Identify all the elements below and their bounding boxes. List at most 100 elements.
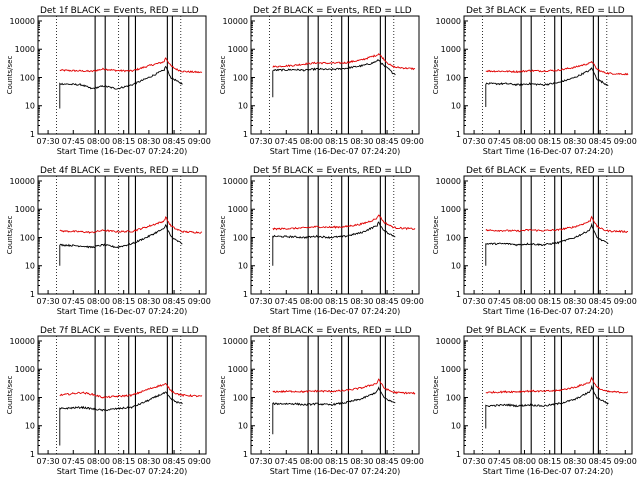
y-tick-label: 10000 bbox=[223, 337, 248, 346]
detector-panel-2: Det 2f BLACK = Events, RED = LLD 1 10 100 10… bbox=[219, 6, 424, 156]
y-axis-label: Counts/sec bbox=[432, 216, 440, 255]
chart-title: Det 7f BLACK = Events, RED = LLD bbox=[40, 326, 199, 336]
chart-title: Det 8f BLACK = Events, RED = LLD bbox=[253, 326, 412, 336]
y-tick-label: 1000 bbox=[228, 205, 248, 214]
y-tick-label: 10 bbox=[238, 102, 248, 111]
x-tick-label: 07:45 bbox=[275, 457, 298, 466]
x-tick-label: 07:45 bbox=[488, 137, 511, 146]
y-tick-label: 100 bbox=[20, 233, 35, 242]
x-tick-label: 09:00 bbox=[401, 137, 424, 146]
series-line-red-lld bbox=[485, 215, 628, 234]
x-tick-label: 08:15 bbox=[112, 297, 135, 306]
x-tick-label: 07:45 bbox=[488, 457, 511, 466]
detector-panel-1: Det 1f BLACK = Events, RED = LLD 1 10 100 10… bbox=[6, 6, 211, 156]
chart-title: Det 9f BLACK = Events, RED = LLD bbox=[466, 326, 625, 336]
x-tick-label: 08:00 bbox=[300, 137, 323, 146]
x-tick-label: 08:00 bbox=[87, 297, 110, 306]
x-tick-label: 08:45 bbox=[589, 297, 612, 306]
x-tick-label: 08:30 bbox=[137, 137, 160, 146]
series-line-black-events bbox=[59, 391, 183, 446]
x-tick-label: 07:30 bbox=[37, 457, 60, 466]
series-line-red-lld bbox=[59, 216, 203, 234]
x-tick-label: 08:30 bbox=[350, 457, 373, 466]
x-tick-label: 08:30 bbox=[137, 297, 160, 306]
x-axis-label: Start Time (16-Dec-07 07:24:20) bbox=[57, 307, 188, 316]
y-tick-label: 100 bbox=[446, 73, 461, 82]
x-tick-label: 09:00 bbox=[614, 457, 637, 466]
y-tick-label: 100 bbox=[233, 393, 248, 402]
series-line-black-events bbox=[485, 222, 609, 266]
plot-frame bbox=[37, 335, 207, 455]
x-tick-label: 08:30 bbox=[563, 457, 586, 466]
x-tick-label: 07:30 bbox=[250, 457, 273, 466]
y-axis-label: Counts/sec bbox=[6, 216, 14, 255]
x-tick-label: 07:30 bbox=[463, 137, 486, 146]
y-tick-label: 1000 bbox=[441, 45, 461, 54]
y-tick-label: 1000 bbox=[228, 365, 248, 374]
y-axis-label: Counts/sec bbox=[219, 216, 227, 255]
detector-panel-6: Det 6f BLACK = Events, RED = LLD 1 10 100 10… bbox=[432, 166, 637, 316]
series-line-red-lld bbox=[272, 214, 416, 231]
x-tick-label: 08:00 bbox=[513, 137, 536, 146]
x-tick-label: 07:30 bbox=[250, 297, 273, 306]
x-axis-label: Start Time (16-Dec-07 07:24:20) bbox=[483, 467, 614, 476]
x-tick-label: 08:00 bbox=[300, 457, 323, 466]
x-tick-label: 07:30 bbox=[463, 297, 486, 306]
y-tick-label: 10 bbox=[25, 262, 35, 271]
x-tick-label: 08:15 bbox=[112, 457, 135, 466]
y-tick-label: 100 bbox=[233, 73, 248, 82]
x-tick-label: 08:45 bbox=[376, 137, 399, 146]
x-tick-label: 08:00 bbox=[87, 137, 110, 146]
plot-frame bbox=[463, 175, 633, 295]
series-line-red-lld bbox=[59, 382, 203, 399]
chart-title: Det 2f BLACK = Events, RED = LLD bbox=[253, 6, 412, 16]
chart-title: Det 5f BLACK = Events, RED = LLD bbox=[253, 166, 412, 176]
x-tick-label: 08:30 bbox=[137, 457, 160, 466]
x-tick-label: 08:45 bbox=[163, 297, 186, 306]
y-axis-label: Counts/sec bbox=[6, 376, 14, 415]
y-tick-label: 100 bbox=[20, 393, 35, 402]
series-line-black-events bbox=[485, 384, 609, 429]
x-tick-label: 08:30 bbox=[350, 137, 373, 146]
series-line-black-events bbox=[272, 221, 396, 266]
x-tick-label: 08:15 bbox=[538, 137, 561, 146]
y-tick-label: 1000 bbox=[15, 365, 35, 374]
y-tick-label: 1 bbox=[456, 450, 461, 459]
plot-frame bbox=[37, 15, 207, 135]
x-tick-label: 08:30 bbox=[563, 297, 586, 306]
y-tick-label: 1 bbox=[243, 450, 248, 459]
series-line-black-events bbox=[59, 223, 183, 266]
y-axis-label: Counts/sec bbox=[219, 56, 227, 95]
y-tick-label: 1000 bbox=[441, 365, 461, 374]
x-tick-label: 07:45 bbox=[62, 297, 85, 306]
x-axis-label: Start Time (16-Dec-07 07:24:20) bbox=[483, 147, 614, 156]
y-tick-label: 10 bbox=[25, 102, 35, 111]
y-tick-label: 10 bbox=[451, 102, 461, 111]
x-axis-label: Start Time (16-Dec-07 07:24:20) bbox=[57, 467, 188, 476]
series-line-red-lld bbox=[485, 376, 629, 394]
x-axis-label: Start Time (16-Dec-07 07:24:20) bbox=[57, 147, 188, 156]
y-tick-label: 1000 bbox=[15, 45, 35, 54]
plot-frame bbox=[250, 335, 420, 455]
y-tick-label: 100 bbox=[233, 233, 248, 242]
plot-frame bbox=[463, 15, 633, 135]
y-tick-label: 10 bbox=[451, 422, 461, 431]
y-tick-label: 100 bbox=[20, 73, 35, 82]
y-tick-label: 10000 bbox=[10, 177, 35, 186]
chart-title: Det 1f BLACK = Events, RED = LLD bbox=[40, 6, 199, 16]
y-axis-label: Counts/sec bbox=[432, 376, 440, 415]
detector-panel-3: Det 3f BLACK = Events, RED = LLD 1 10 100 10… bbox=[432, 6, 637, 156]
y-axis-label: Counts/sec bbox=[6, 56, 14, 95]
x-tick-label: 09:00 bbox=[614, 137, 637, 146]
x-tick-label: 07:45 bbox=[62, 137, 85, 146]
x-tick-label: 08:45 bbox=[163, 457, 186, 466]
y-tick-label: 10000 bbox=[436, 17, 461, 26]
x-tick-label: 07:45 bbox=[275, 137, 298, 146]
y-tick-label: 1 bbox=[30, 450, 35, 459]
chart-title: Det 3f BLACK = Events, RED = LLD bbox=[466, 6, 625, 16]
chart-title: Det 4f BLACK = Events, RED = LLD bbox=[40, 166, 199, 176]
y-tick-label: 10000 bbox=[436, 177, 461, 186]
x-tick-label: 08:45 bbox=[163, 137, 186, 146]
x-tick-label: 08:15 bbox=[538, 457, 561, 466]
